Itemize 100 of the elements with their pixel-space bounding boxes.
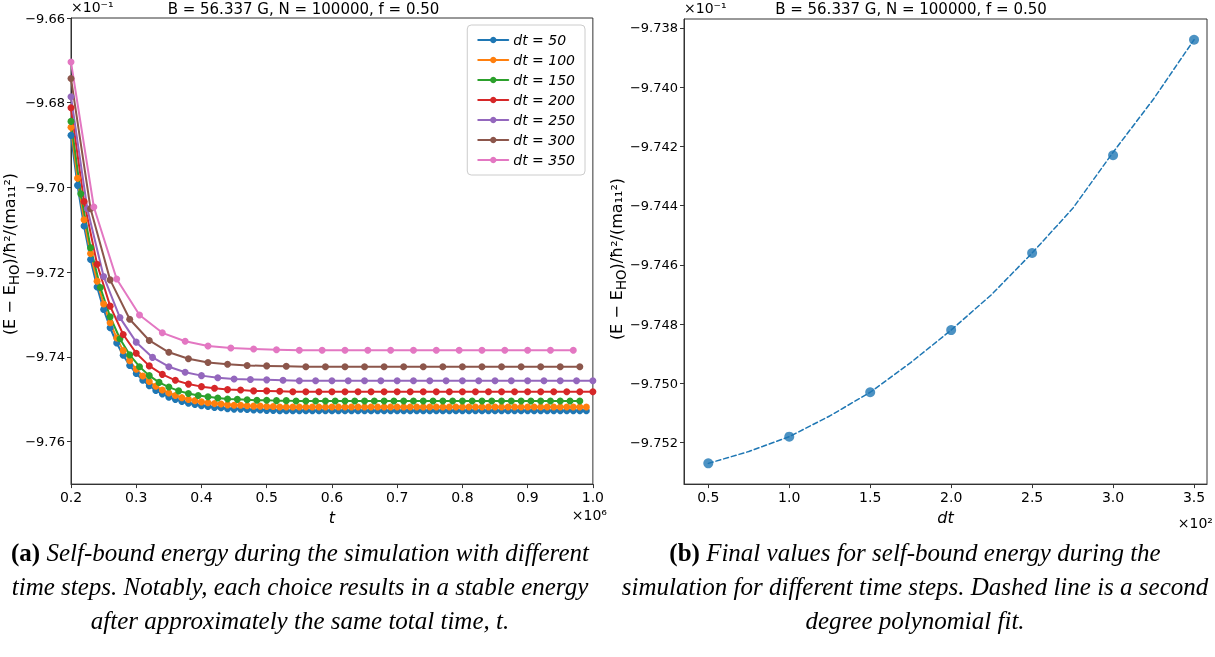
text: ×10⁻¹	[71, 0, 114, 15]
point	[344, 377, 352, 385]
point	[246, 375, 254, 383]
y-tick-label: −9.744	[629, 198, 678, 214]
point	[214, 394, 222, 402]
point	[361, 377, 369, 385]
point	[442, 377, 450, 385]
point	[289, 388, 297, 396]
point	[282, 362, 290, 370]
point	[204, 358, 212, 366]
point	[67, 75, 75, 83]
point	[106, 313, 114, 321]
legend-label: dt = 100	[513, 52, 576, 68]
point	[155, 378, 163, 386]
point	[224, 360, 232, 368]
point	[243, 361, 251, 369]
point	[432, 388, 440, 396]
point	[341, 346, 349, 354]
point	[387, 346, 395, 354]
point	[485, 388, 492, 396]
point	[784, 431, 795, 442]
point	[312, 397, 320, 405]
point	[419, 388, 427, 396]
point	[573, 377, 581, 385]
y-tick-label: −9.740	[629, 79, 678, 95]
point	[171, 376, 179, 384]
point	[455, 346, 463, 354]
point	[426, 377, 434, 385]
point	[471, 388, 479, 396]
x-tick-label: 1.5	[859, 489, 882, 506]
point	[946, 325, 957, 336]
point	[569, 346, 577, 354]
point	[439, 397, 447, 405]
point	[419, 397, 427, 405]
point	[302, 363, 310, 371]
point	[400, 363, 408, 371]
x-axis-title: t	[328, 507, 336, 527]
point	[361, 363, 369, 371]
point	[546, 346, 554, 354]
point	[184, 380, 192, 388]
point	[136, 311, 143, 319]
point	[341, 363, 349, 371]
point	[263, 387, 271, 395]
y-tick-label: −9.72	[25, 264, 65, 280]
x-tick-label: 0.7	[386, 489, 409, 506]
point	[302, 388, 310, 396]
point	[1189, 34, 1200, 45]
y-tick-label: −9.746	[629, 257, 678, 273]
point	[445, 388, 453, 396]
point	[184, 389, 192, 397]
point	[458, 397, 466, 405]
point	[243, 396, 251, 404]
point	[181, 368, 189, 376]
text: (a) Self-bound energy during the simulation with different time steps. Notably, each choice results in a stable energy after approximately the same total time, t.	[10, 538, 591, 636]
point	[204, 393, 212, 401]
point	[703, 458, 714, 469]
point	[272, 397, 280, 405]
point	[507, 397, 515, 405]
point	[197, 372, 205, 380]
text: (b) Final values for self-bound energy during the simulation for different time steps. Dashed line is a second degree polynomial fit.	[620, 538, 1210, 636]
legend-label: dt = 50	[513, 32, 567, 48]
point	[432, 346, 440, 354]
point	[224, 386, 232, 394]
point	[87, 244, 95, 252]
point	[498, 363, 506, 371]
point	[263, 362, 271, 370]
x-tick-label: 0.3	[125, 489, 148, 506]
y-tick-label: −9.70	[25, 179, 65, 195]
x-tick-label: 0.6	[320, 489, 344, 506]
point	[524, 388, 532, 396]
point	[126, 315, 134, 323]
point	[175, 387, 183, 395]
point	[295, 346, 303, 354]
point	[279, 376, 287, 384]
point	[475, 377, 483, 385]
x-tick-label: 0.2	[59, 489, 83, 506]
point	[556, 363, 564, 371]
point	[93, 260, 101, 268]
point	[211, 384, 219, 392]
point	[546, 397, 554, 405]
point	[556, 397, 564, 405]
point	[237, 386, 245, 394]
point	[563, 388, 571, 396]
point	[158, 370, 166, 378]
point	[165, 363, 173, 371]
point	[393, 377, 401, 385]
y-tick-label: −9.742	[629, 138, 678, 154]
text: ×10⁶	[571, 507, 607, 523]
y-tick-label: −9.750	[629, 375, 678, 391]
point	[132, 338, 140, 346]
point	[498, 397, 506, 405]
point	[409, 377, 417, 385]
point	[67, 104, 75, 112]
point	[537, 363, 545, 371]
point	[119, 331, 127, 339]
point	[263, 396, 271, 404]
y-tick-label: −9.76	[25, 434, 65, 450]
point	[145, 336, 153, 344]
point	[589, 377, 597, 385]
y-tick-label: −9.748	[629, 316, 678, 332]
